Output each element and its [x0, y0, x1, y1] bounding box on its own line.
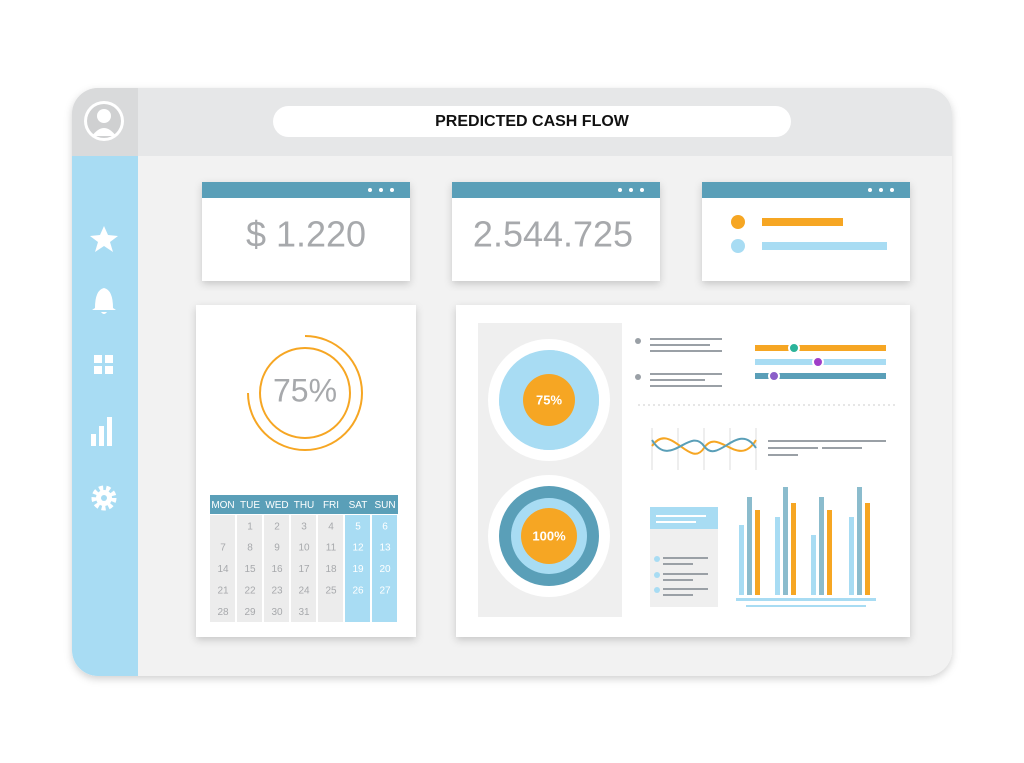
weekday-label: SAT	[349, 500, 368, 511]
date-label: 10	[298, 543, 310, 554]
date-label: 16	[271, 564, 283, 575]
grid-icon[interactable]	[94, 355, 113, 374]
date-label: 14	[217, 564, 229, 575]
date-label: 27	[379, 586, 391, 597]
weekday-label: FRI	[323, 500, 339, 511]
wave-chart	[651, 428, 886, 470]
date-label: 29	[244, 607, 256, 618]
gauge-label: 75%	[273, 372, 337, 408]
day-column	[237, 515, 262, 622]
date-label: 5	[355, 521, 361, 532]
card-value: $ 1.220	[246, 214, 366, 255]
date-label: 21	[217, 586, 229, 597]
weekend-column	[345, 515, 370, 622]
date-label: 24	[298, 586, 310, 597]
card-value: 2.544.725	[473, 214, 633, 255]
star-icon[interactable]	[90, 226, 118, 252]
date-label: 23	[271, 586, 283, 597]
list-card	[650, 507, 718, 607]
date-label: 20	[379, 564, 391, 575]
date-label: 12	[352, 543, 364, 554]
weekend-column	[372, 515, 397, 622]
date-label: 13	[379, 543, 391, 554]
page-title: PREDICTED CASH FLOW	[435, 113, 630, 130]
date-label: 31	[298, 607, 310, 618]
bell-icon[interactable]	[92, 288, 116, 314]
gauge-arc	[247, 335, 363, 451]
sliders	[755, 342, 886, 382]
settings-icon[interactable]	[91, 485, 117, 511]
weekday-label: WED	[265, 500, 288, 511]
weekday-label: MON	[211, 500, 234, 511]
chart-icon[interactable]	[91, 417, 112, 446]
date-label: 11	[326, 543, 337, 554]
weekday-label: TUE	[240, 500, 260, 511]
date-label: 9	[274, 543, 280, 554]
day-column	[291, 515, 316, 622]
date-label: 3	[301, 521, 307, 532]
date-label: 4	[328, 521, 334, 532]
date-label: 22	[244, 586, 256, 597]
date-label: 19	[352, 564, 364, 575]
date-label: 8	[247, 543, 253, 554]
date-label: 1	[247, 521, 253, 532]
weekday-label: SUN	[374, 500, 395, 511]
calendar-header	[210, 495, 398, 514]
day-column	[318, 515, 343, 622]
text-lines	[635, 338, 722, 387]
day-column	[210, 515, 235, 622]
date-label: 30	[271, 607, 283, 618]
day-column	[264, 515, 289, 622]
weekday-label: THU	[294, 500, 315, 511]
date-label: 2	[274, 521, 280, 532]
date-label: 28	[217, 607, 229, 618]
card: $ 1.220	[202, 182, 410, 281]
title-pill	[273, 106, 791, 137]
donut-label: 75%	[536, 392, 562, 407]
date-label: 25	[325, 586, 337, 597]
bar-chart	[736, 487, 876, 607]
card: 2.544.725	[452, 182, 660, 281]
date-label: 15	[244, 564, 256, 575]
date-label: 6	[382, 521, 388, 532]
donut-label: 100%	[532, 528, 566, 543]
avatar-head	[97, 109, 111, 123]
date-label: 26	[352, 586, 364, 597]
date-label: 18	[325, 564, 337, 575]
card	[702, 182, 910, 281]
donut-center	[523, 374, 575, 426]
avatar-body	[92, 128, 116, 136]
date-label: 7	[220, 543, 226, 554]
gauge-ring	[259, 347, 351, 439]
donut-center	[521, 508, 577, 564]
date-label: 17	[298, 564, 310, 575]
